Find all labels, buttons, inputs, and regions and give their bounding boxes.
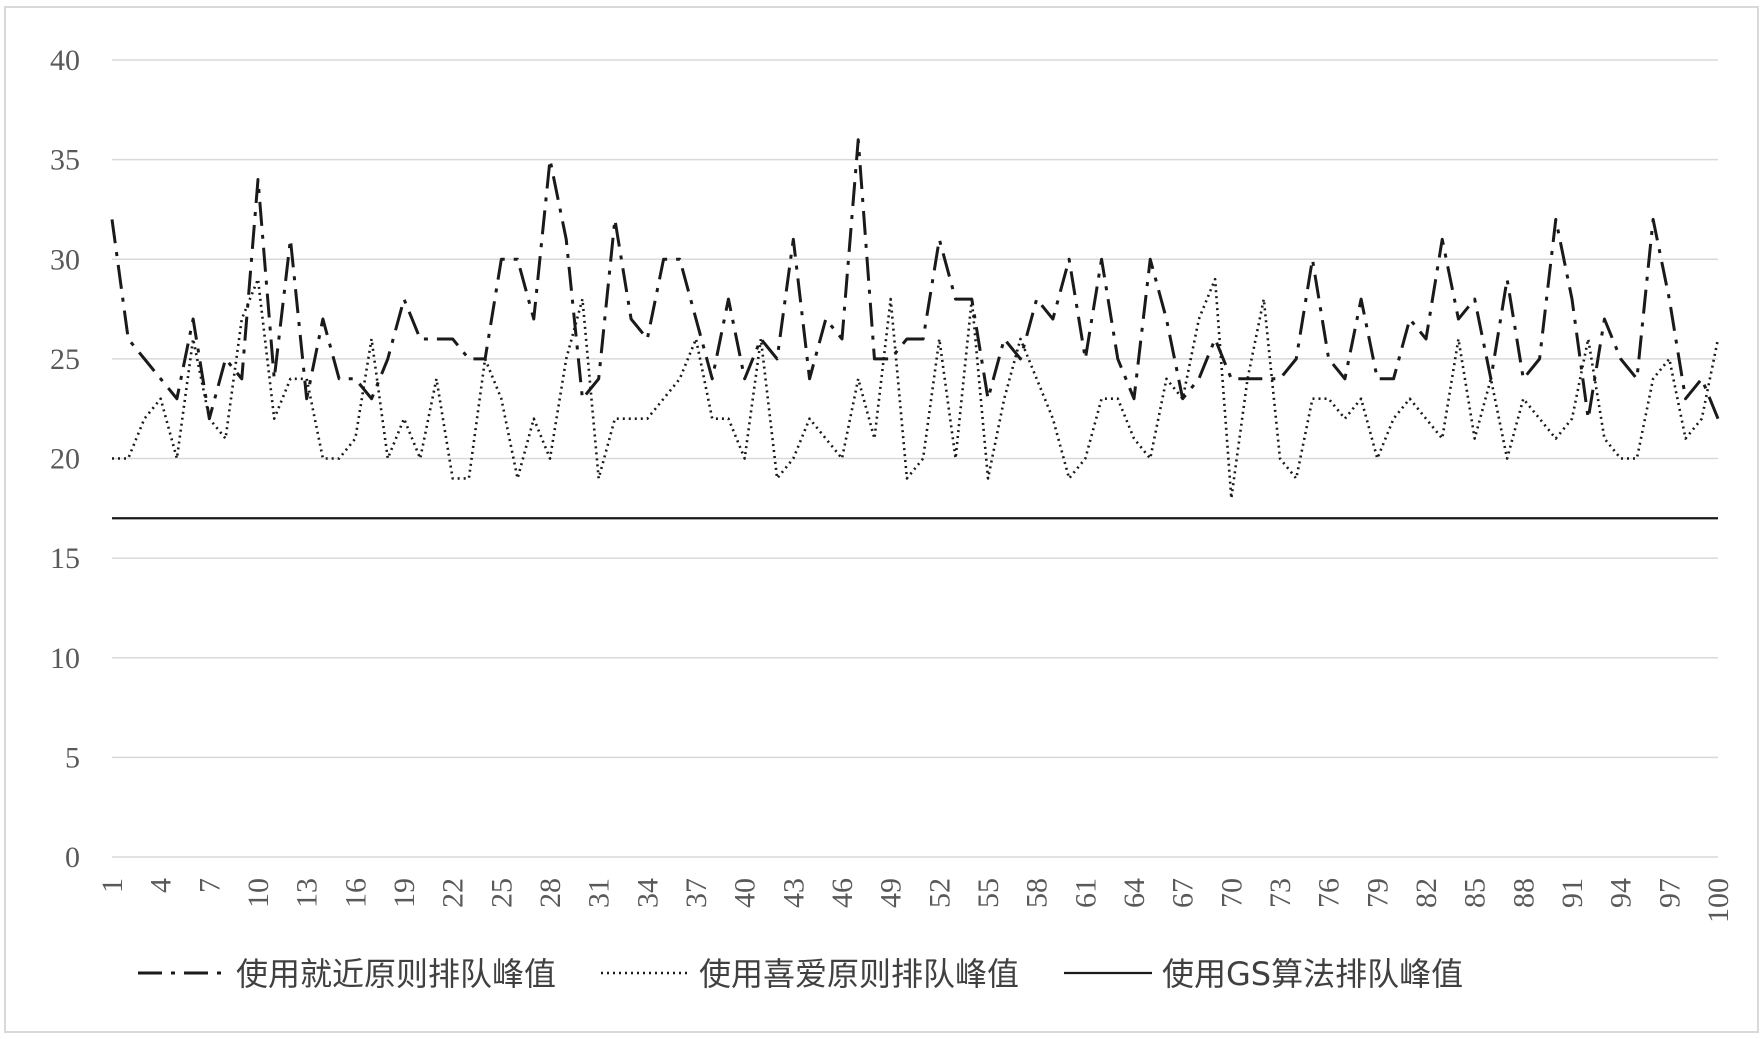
- x-tick-label: 67: [1167, 878, 1200, 908]
- x-tick-label: 19: [388, 878, 421, 908]
- x-tick-label: 43: [777, 878, 810, 908]
- x-tick-label: 46: [826, 878, 859, 908]
- x-tick-label: 7: [193, 878, 226, 893]
- x-tick-label: 16: [339, 878, 372, 908]
- y-tick-label: 10: [50, 642, 80, 675]
- x-tick-label: 49: [875, 878, 908, 908]
- grid-lines: [112, 59, 1718, 858]
- y-tick-label: 40: [50, 44, 80, 77]
- legend-label-1: 使用就近原则排队峰值: [236, 955, 556, 993]
- x-tick-label: 25: [485, 878, 518, 908]
- x-tick-label: 31: [583, 878, 616, 908]
- x-tick-label: 61: [1069, 878, 1102, 908]
- x-tick-label: 94: [1605, 878, 1638, 908]
- x-tick-label: 37: [680, 878, 713, 908]
- x-tick-label: 64: [1118, 878, 1151, 908]
- y-tick-label: 30: [50, 243, 80, 276]
- x-tick-label: 58: [1021, 878, 1054, 908]
- x-tick-label: 82: [1410, 878, 1443, 908]
- x-tick-label: 91: [1556, 878, 1589, 908]
- x-tick-label: 70: [1215, 878, 1248, 908]
- x-axis-ticks: 1 4 7 10 13 16 19 22 25 28 31 34 37 40 43 46 49 52 55 58 61 6…: [96, 878, 1735, 923]
- legend-label-2: 使用喜爱原则排队峰值: [699, 955, 1019, 993]
- series-line-1: [110, 138, 1720, 421]
- legend: 使用就近原则排队峰值 使用喜爱原则排队峰值 使用GS算法排队峰值: [138, 955, 1463, 993]
- x-tick-label: 10: [242, 878, 275, 908]
- x-tick-label: 13: [291, 878, 324, 908]
- x-tick-label: 73: [1264, 878, 1297, 908]
- x-tick-label: 34: [631, 878, 664, 908]
- x-tick-label: 22: [437, 878, 470, 908]
- y-tick-label: 35: [50, 144, 80, 177]
- x-tick-label: 79: [1361, 878, 1394, 908]
- legend-label-3: 使用GS算法排队峰值: [1162, 955, 1463, 993]
- y-tick-label: 15: [50, 542, 80, 575]
- chart-frame: [4, 6, 1759, 1033]
- x-tick-label: 4: [145, 878, 178, 893]
- y-tick-label: 5: [65, 741, 80, 774]
- x-tick-label: 1: [96, 878, 129, 893]
- x-tick-label: 52: [923, 878, 956, 908]
- y-tick-label: 20: [50, 443, 80, 476]
- x-tick-label: 85: [1459, 878, 1492, 908]
- series-lines: [110, 138, 1720, 520]
- x-tick-label: 55: [972, 878, 1005, 908]
- x-tick-label: 76: [1313, 878, 1346, 908]
- x-tick-label: 88: [1507, 878, 1540, 908]
- x-tick-label: 100: [1702, 878, 1735, 923]
- x-tick-label: 40: [729, 878, 762, 908]
- series-line-2: [112, 277, 1720, 500]
- y-tick-label: 25: [50, 343, 80, 376]
- y-tick-label: 0: [65, 841, 80, 874]
- x-tick-label: 28: [534, 878, 567, 908]
- x-tick-label: 97: [1653, 878, 1686, 908]
- y-axis-ticks: 0 5 10 15 20 25 30 35 40: [50, 44, 80, 874]
